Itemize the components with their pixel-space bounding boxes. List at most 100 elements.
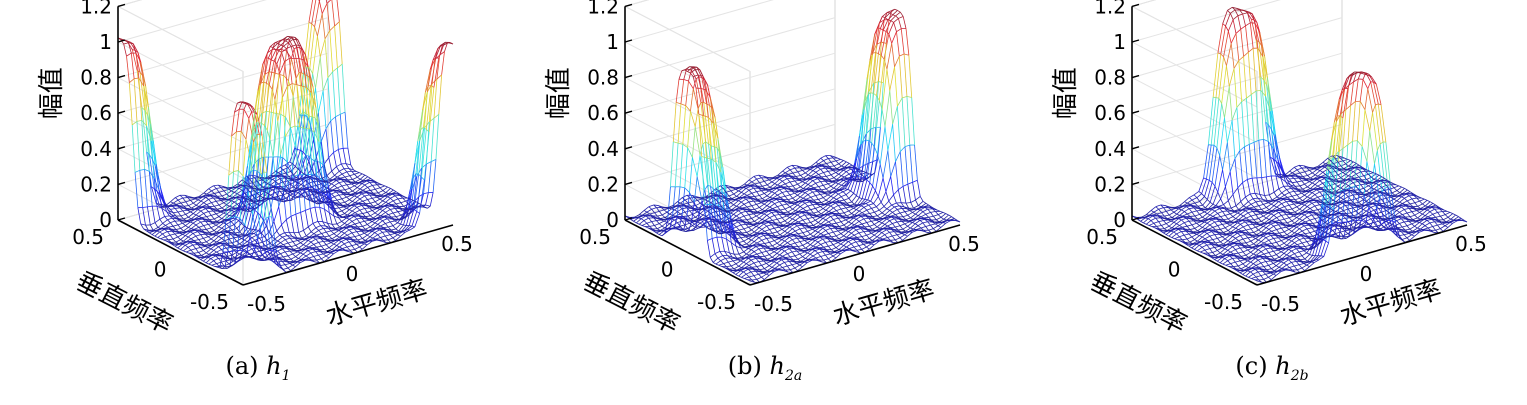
mesh-segment [279,178,284,183]
mesh-segment [367,185,373,188]
mesh-segment [336,245,340,248]
mesh-segment [207,257,211,259]
mesh-segment [234,243,240,247]
mesh-segment [295,245,299,249]
mesh-segment [129,78,135,84]
mesh-segment [146,151,150,155]
mesh-segment [250,141,254,161]
mesh-segment [290,46,295,59]
mesh-segment [203,225,207,230]
mesh-segment [347,201,353,206]
mesh-segment [287,267,291,271]
mesh-segment [803,184,809,189]
mesh-segment [234,211,239,215]
mesh-segment [327,227,332,232]
mesh-segment [337,149,342,165]
mesh-segment [211,188,217,192]
mesh-segment [190,249,195,254]
mesh-segment [359,246,363,250]
mesh-segment [376,184,381,188]
z-tick-label: 0 [99,208,112,232]
mesh-segment [756,177,762,180]
mesh-segment [262,186,266,189]
mesh-segment [449,42,454,45]
mesh-segment [197,199,202,202]
mesh-segment [772,184,778,189]
mesh-segment [176,202,182,205]
mesh-segment [392,237,396,241]
mesh-segment [427,161,432,193]
mesh-segment [373,228,377,230]
mesh-segment [285,36,291,42]
mesh-segment [657,214,663,217]
mesh-segment [334,185,338,189]
mesh-segment [273,197,277,200]
mesh-segment [206,227,212,230]
mesh-segment [741,187,747,193]
mesh-segment [185,225,189,228]
mesh-segment [390,195,396,199]
mesh-segment [344,112,349,149]
mesh-segment [324,235,330,238]
mesh-segment [209,193,215,196]
mesh-segment [228,171,234,176]
mesh-segment [313,181,317,186]
mesh-segment [178,218,182,221]
mesh-segment [191,204,197,209]
mesh-segment [800,192,806,198]
mesh-segment [184,208,188,211]
mesh-segment [694,126,701,156]
mesh-segment [207,247,212,250]
mesh-segment [387,237,394,241]
mesh-segment [698,76,705,103]
mesh-segment [387,226,392,231]
mesh-segment [439,51,445,56]
mesh-segment [178,231,182,234]
mesh-segment [226,234,232,236]
mesh-segment [324,193,328,197]
mesh-segment [320,251,324,255]
mesh-segment [231,242,236,247]
mesh-segment [312,223,317,228]
mesh-segment [178,205,183,208]
mesh-segment [386,231,391,236]
mesh-segment [210,234,217,240]
mesh-segment [687,147,693,158]
mesh-segment [360,215,364,218]
mesh-segment [177,222,183,226]
mesh-segment [746,229,752,233]
mesh-segment [198,202,205,207]
mesh-segment [321,178,326,182]
mesh-segment [351,218,358,222]
mesh-segment [366,241,373,246]
mesh-segment [360,178,364,181]
mesh-segment [314,0,320,27]
mesh-segment [343,217,347,219]
mesh-segment [291,178,295,181]
mesh-segment [424,91,428,129]
mesh-segment [256,203,261,206]
mesh-segment [844,173,850,178]
mesh-segment [342,246,348,249]
mesh-segment [225,235,230,240]
mesh-segment [312,87,317,109]
mesh-segment [281,48,287,53]
mesh-segment [161,208,165,217]
mesh-segment [365,236,371,241]
mesh-segment [388,225,394,228]
mesh-segment [651,220,657,222]
mesh-segment [411,225,415,228]
mesh-segment [309,200,313,202]
mesh-segment [175,215,180,220]
mesh-segment [389,209,394,214]
mesh-segment [380,192,386,196]
mesh-segment [298,247,302,250]
mesh-segment [356,231,360,236]
mesh-segment [208,250,215,255]
mesh-segment [343,243,348,248]
mesh-segment [330,202,335,217]
mesh-segment [139,170,144,208]
mesh-segment [286,39,290,52]
mesh-segment [311,247,315,249]
mesh-segment [338,217,342,222]
